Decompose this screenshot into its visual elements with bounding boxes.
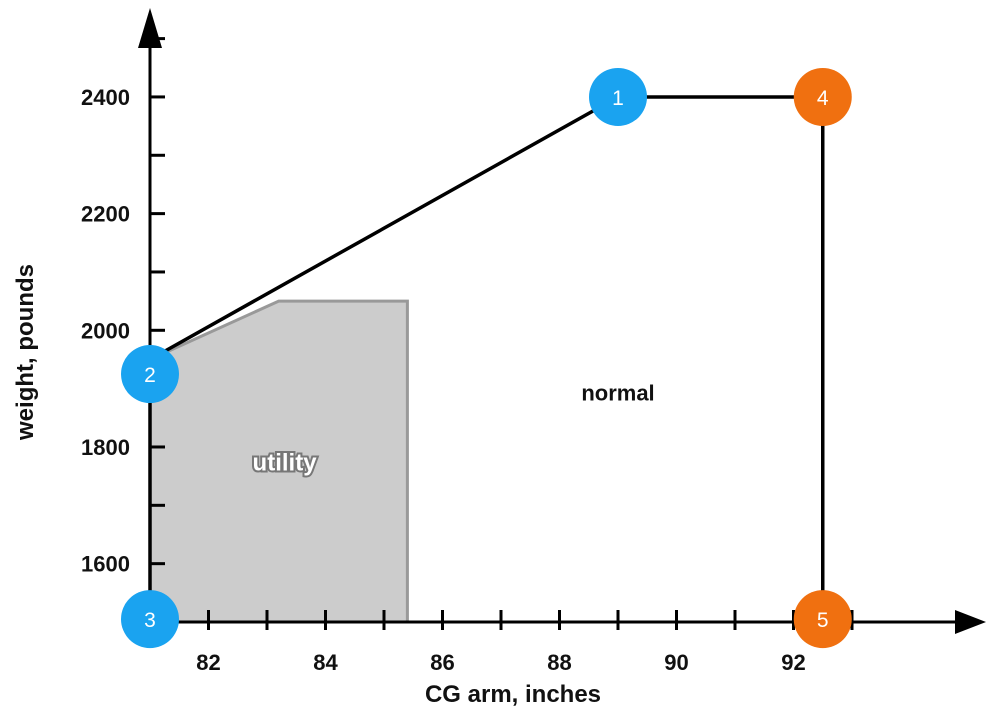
utility-label: utility: [253, 449, 318, 476]
marker-number: 3: [144, 609, 156, 632]
y-tick-label: 2000: [81, 318, 130, 343]
marker-1: 1: [589, 67, 647, 126]
x-tick-label: 88: [547, 650, 571, 675]
marker-number: 5: [817, 609, 829, 632]
y-axis-title: weight, pounds: [12, 264, 39, 441]
y-tick-label: 1600: [81, 552, 130, 577]
x-axis-title: CG arm, inches: [425, 681, 601, 708]
marker-4: 4: [793, 67, 852, 126]
marker-number: 2: [144, 364, 156, 387]
y-axis-arrowhead: [138, 8, 162, 48]
marker-circle: [121, 590, 179, 649]
marker-circle: [121, 345, 179, 404]
marker-circle: [793, 590, 852, 649]
marker-3: 3: [121, 590, 179, 649]
normal-label: normal: [581, 380, 654, 405]
x-tick-label: 82: [196, 650, 220, 675]
marker-2: 2: [121, 345, 179, 404]
x-axis-arrowhead: [955, 610, 986, 634]
y-tick-label: 1800: [81, 435, 130, 460]
marker-circle: [589, 67, 647, 126]
marker-circle: [793, 67, 852, 126]
marker-5: 5: [793, 590, 852, 649]
marker-number: 4: [817, 87, 829, 110]
x-tick-label: 90: [664, 650, 688, 675]
y-tick-label: 2200: [81, 202, 130, 227]
x-tick-label: 86: [430, 650, 454, 675]
y-tick-label: 2400: [81, 85, 130, 110]
x-tick-label: 92: [781, 650, 805, 675]
x-tick-label: 84: [313, 650, 338, 675]
marker-number: 1: [612, 87, 624, 110]
